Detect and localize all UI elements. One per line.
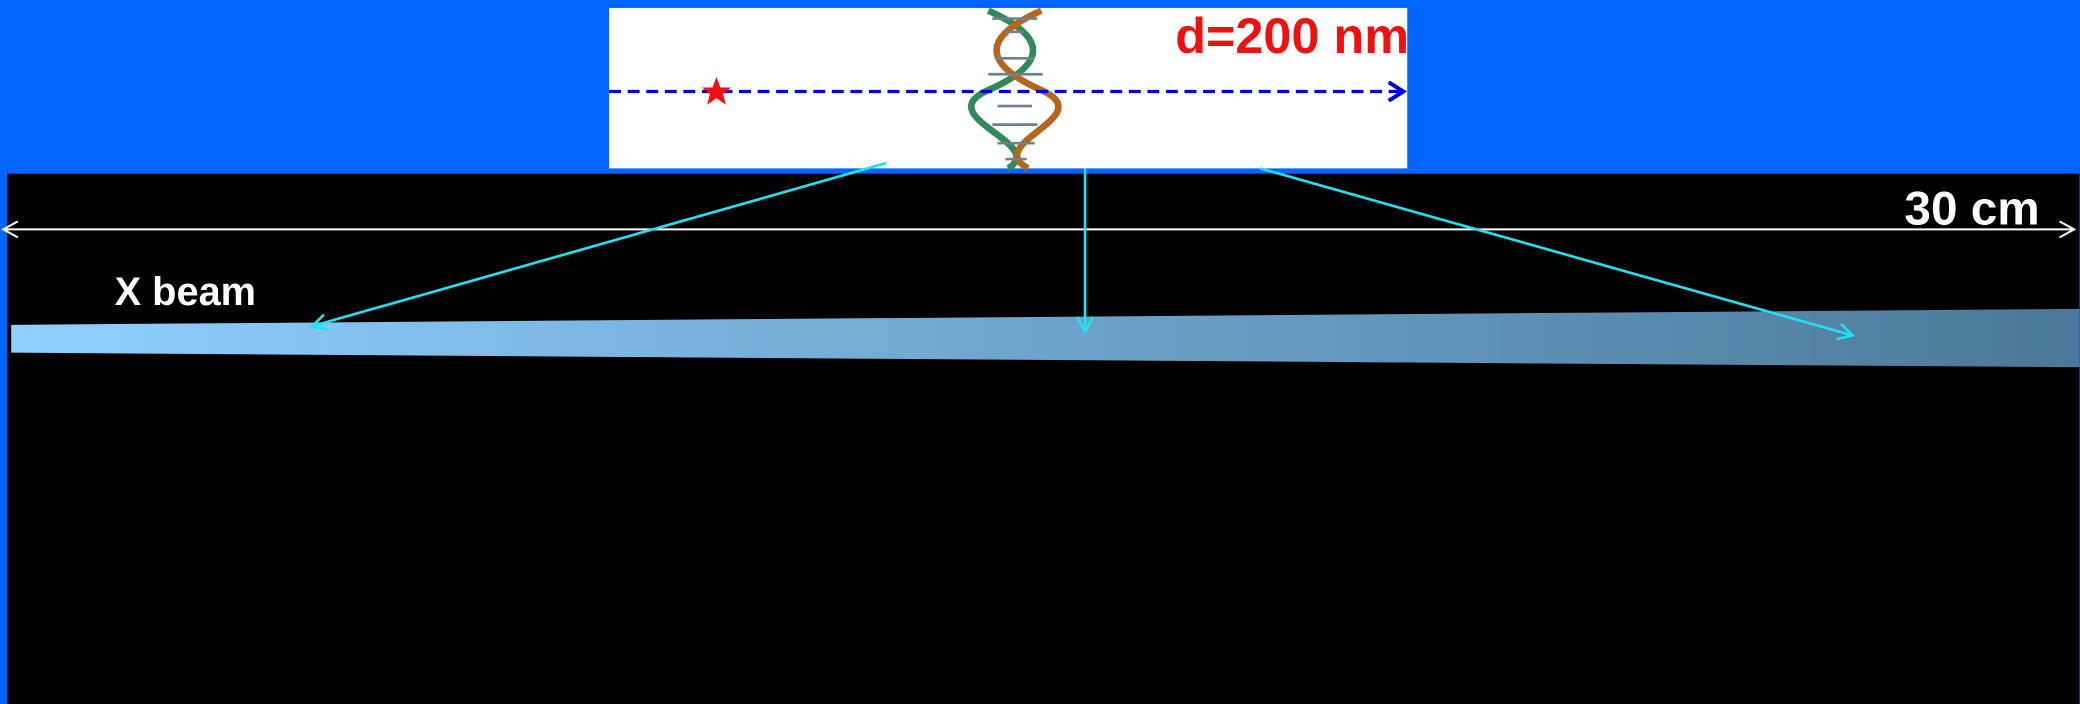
diagram: d=200 nm 30 cm X beam xyxy=(0,0,2080,704)
beam-label: X beam xyxy=(115,270,256,314)
dark-panel xyxy=(7,174,2079,704)
length-label: 30 cm xyxy=(1904,183,2039,236)
distance-label: d=200 nm xyxy=(1175,7,1409,64)
